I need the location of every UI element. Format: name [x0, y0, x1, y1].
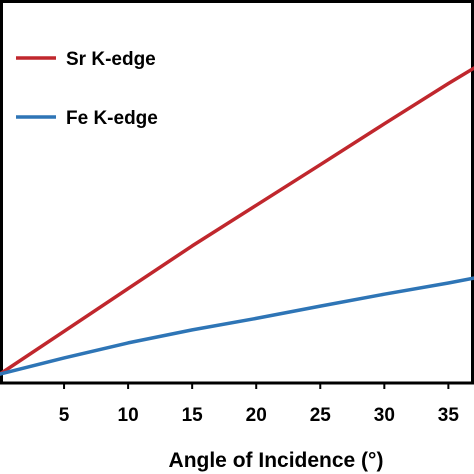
series-layer — [0, 66, 474, 376]
x-tick-label: 25 — [310, 405, 332, 426]
x-tick-label: 10 — [118, 405, 139, 426]
x-tick-label: 5 — [59, 405, 70, 426]
x-tick-label: 15 — [182, 405, 204, 426]
x-tick-label: 35 — [438, 405, 460, 426]
plot-frame — [0, 0, 474, 385]
series-line-fe-k-edge — [0, 276, 474, 376]
legend-label: Sr K-edge — [66, 49, 156, 70]
plot-border — [0, 0, 474, 385]
x-axis-label: Angle of Incidence (°) — [169, 449, 384, 472]
x-tick-label: 30 — [374, 405, 395, 426]
x-tick-label: 20 — [246, 405, 267, 426]
series-line-sr-k-edge — [0, 66, 474, 376]
legend: Sr K-edge Fe K-edge — [16, 49, 158, 129]
x-ticks: 5 10 15 20 25 30 35 — [59, 383, 460, 426]
legend-label: Fe K-edge — [66, 108, 158, 129]
